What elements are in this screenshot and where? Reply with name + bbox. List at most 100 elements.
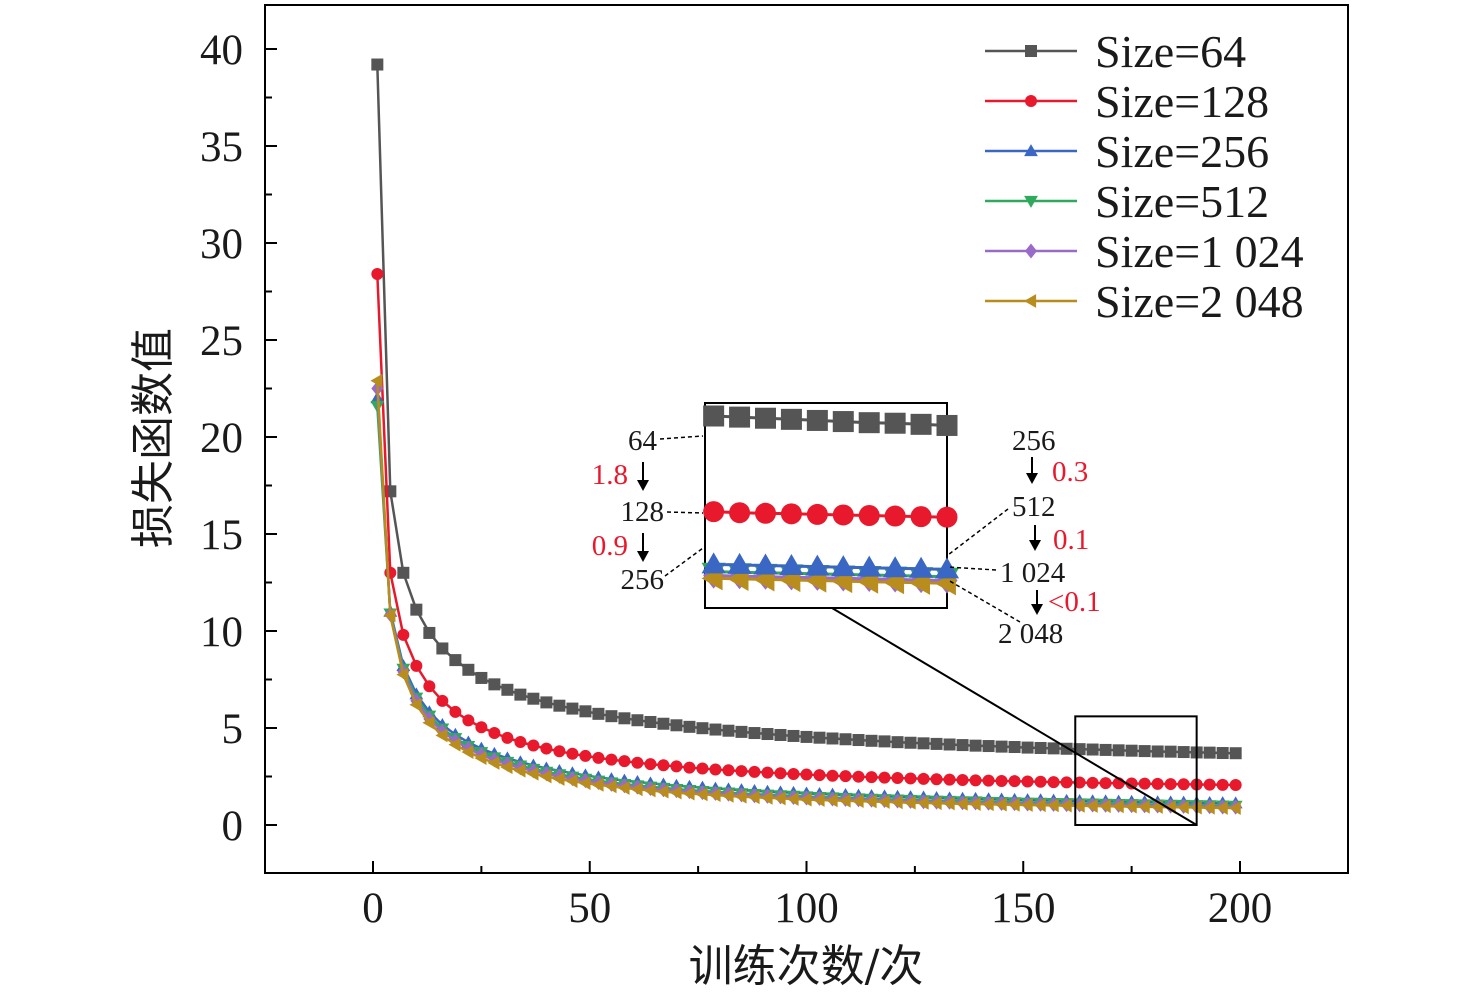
leader-64 <box>659 435 704 440</box>
data-point <box>435 728 448 743</box>
data-point <box>565 774 578 789</box>
data-point <box>813 769 826 782</box>
data-point <box>683 761 696 774</box>
data-point <box>422 715 435 730</box>
data-point <box>501 731 514 744</box>
x-tick-label: 150 <box>991 885 1056 932</box>
data-point <box>1034 741 1047 754</box>
inset-data-point <box>703 501 725 523</box>
data-point <box>735 725 748 738</box>
data-point <box>709 723 722 736</box>
data-point <box>852 770 865 783</box>
inset-series-line <box>713 576 948 585</box>
data-point <box>877 795 890 809</box>
data-point <box>1177 746 1190 759</box>
data-point <box>410 659 423 672</box>
data-point <box>1086 743 1099 756</box>
data-point <box>878 771 891 784</box>
data-point <box>592 707 605 720</box>
data-point <box>630 782 643 797</box>
data-point <box>449 654 462 667</box>
data-point <box>904 736 917 749</box>
inset-series-line <box>713 570 948 579</box>
data-point <box>748 765 761 778</box>
data-point <box>1203 778 1216 791</box>
inset-data-point <box>806 409 828 431</box>
data-point <box>578 776 591 790</box>
data-point <box>1229 779 1242 792</box>
data-point <box>812 793 825 807</box>
data-point <box>1059 798 1072 813</box>
legend-item-0: Size=64 <box>985 26 1246 77</box>
data-point <box>825 793 838 808</box>
inset-data-point <box>884 412 906 434</box>
data-point <box>1138 745 1151 758</box>
data-point <box>514 688 527 701</box>
data-point <box>1060 776 1073 789</box>
data-point <box>488 727 501 740</box>
data-point <box>916 795 929 810</box>
data-point <box>930 737 943 750</box>
data-point <box>566 702 579 715</box>
data-point <box>1216 747 1229 760</box>
data-point <box>722 764 735 777</box>
inset-label-256-right: 256 <box>1012 425 1056 457</box>
series-1 <box>371 268 1242 792</box>
legend-marker <box>1025 95 1037 107</box>
data-point <box>487 756 500 770</box>
data-point <box>930 773 943 786</box>
data-point <box>1229 747 1242 760</box>
data-point <box>1098 799 1111 814</box>
data-point <box>708 788 721 803</box>
gap-arrowhead-1 <box>637 480 649 491</box>
y-axis-ticks: 0 5 10 15 20 25 30 35 40 <box>200 27 277 850</box>
data-point <box>799 792 812 807</box>
inset-data-point <box>936 506 958 528</box>
data-point <box>1203 746 1216 759</box>
x-tick-label: 50 <box>568 885 611 932</box>
data-point <box>981 797 994 812</box>
data-point <box>1021 741 1034 754</box>
zoom-region-box <box>1074 715 1198 826</box>
data-point <box>943 773 956 786</box>
data-point <box>813 731 826 744</box>
data-point <box>1020 798 1033 812</box>
data-point <box>1228 801 1241 816</box>
data-point <box>838 793 851 808</box>
data-point <box>722 724 735 737</box>
inset-data-point <box>703 405 725 427</box>
inset-data-point <box>780 408 802 430</box>
data-point <box>826 732 839 745</box>
data-point <box>929 796 942 811</box>
inset-gap-5: <0.1 <box>1048 586 1101 618</box>
data-point <box>709 763 722 776</box>
inset-label-512: 512 <box>1012 491 1056 523</box>
zoom-connector-line <box>831 607 1198 826</box>
data-point <box>579 705 592 718</box>
inset-series-line <box>713 414 948 427</box>
data-point <box>669 785 682 800</box>
data-point <box>644 758 657 771</box>
data-point <box>657 717 670 730</box>
legend-item-1: Size=128 <box>985 76 1269 127</box>
data-point <box>371 268 384 281</box>
inset-annotations-right: 256 0.3 512 0.1 1 024 <0.1 2 048 <box>947 425 1101 650</box>
data-point <box>670 760 683 773</box>
x-tick-label: 0 <box>362 885 384 932</box>
inset-data-point <box>910 506 932 528</box>
data-point <box>1216 778 1229 791</box>
legend-marker <box>1025 45 1037 57</box>
inset-gap-3: 0.3 <box>1052 456 1088 488</box>
y-tick-label: 35 <box>200 124 243 171</box>
legend-item-3: Size=512 <box>985 176 1269 227</box>
data-point <box>410 603 423 616</box>
zoom-inset <box>701 402 960 609</box>
data-point <box>474 751 487 765</box>
series-0 <box>371 58 1242 760</box>
data-point <box>670 719 683 732</box>
data-point <box>917 737 930 750</box>
inset-data-point <box>858 505 880 527</box>
data-point <box>644 715 657 728</box>
data-point <box>591 777 604 792</box>
